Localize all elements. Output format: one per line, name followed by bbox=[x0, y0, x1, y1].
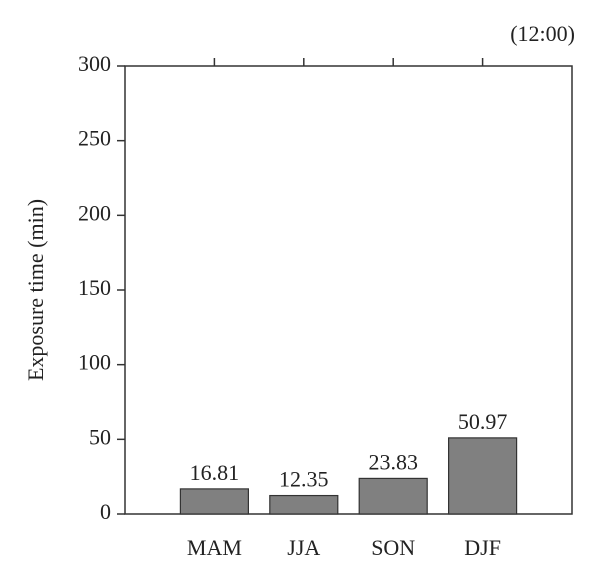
y-tick-label: 150 bbox=[78, 275, 111, 300]
y-tick-label: 200 bbox=[78, 200, 111, 225]
y-tick-label: 0 bbox=[100, 499, 111, 524]
x-tick-label: JJA bbox=[287, 535, 320, 560]
y-tick-label: 50 bbox=[89, 424, 111, 449]
y-tick-label: 250 bbox=[78, 126, 111, 151]
value-label: 23.83 bbox=[368, 449, 418, 474]
x-tick-label: DJF bbox=[464, 535, 501, 560]
bar bbox=[358, 477, 428, 515]
bar bbox=[179, 488, 249, 515]
y-axis-label: Exposure time (min) bbox=[23, 199, 48, 381]
y-tick-label: 300 bbox=[78, 51, 111, 76]
bar bbox=[269, 494, 339, 515]
value-label: 50.97 bbox=[458, 409, 508, 434]
annotation: (12:00) bbox=[510, 21, 575, 46]
x-tick-label: MAM bbox=[187, 535, 242, 560]
value-label: 16.81 bbox=[190, 460, 240, 485]
bar bbox=[448, 437, 518, 515]
x-tick-label: SON bbox=[371, 535, 415, 560]
y-tick-label: 100 bbox=[78, 350, 111, 375]
value-label: 12.35 bbox=[279, 467, 329, 492]
